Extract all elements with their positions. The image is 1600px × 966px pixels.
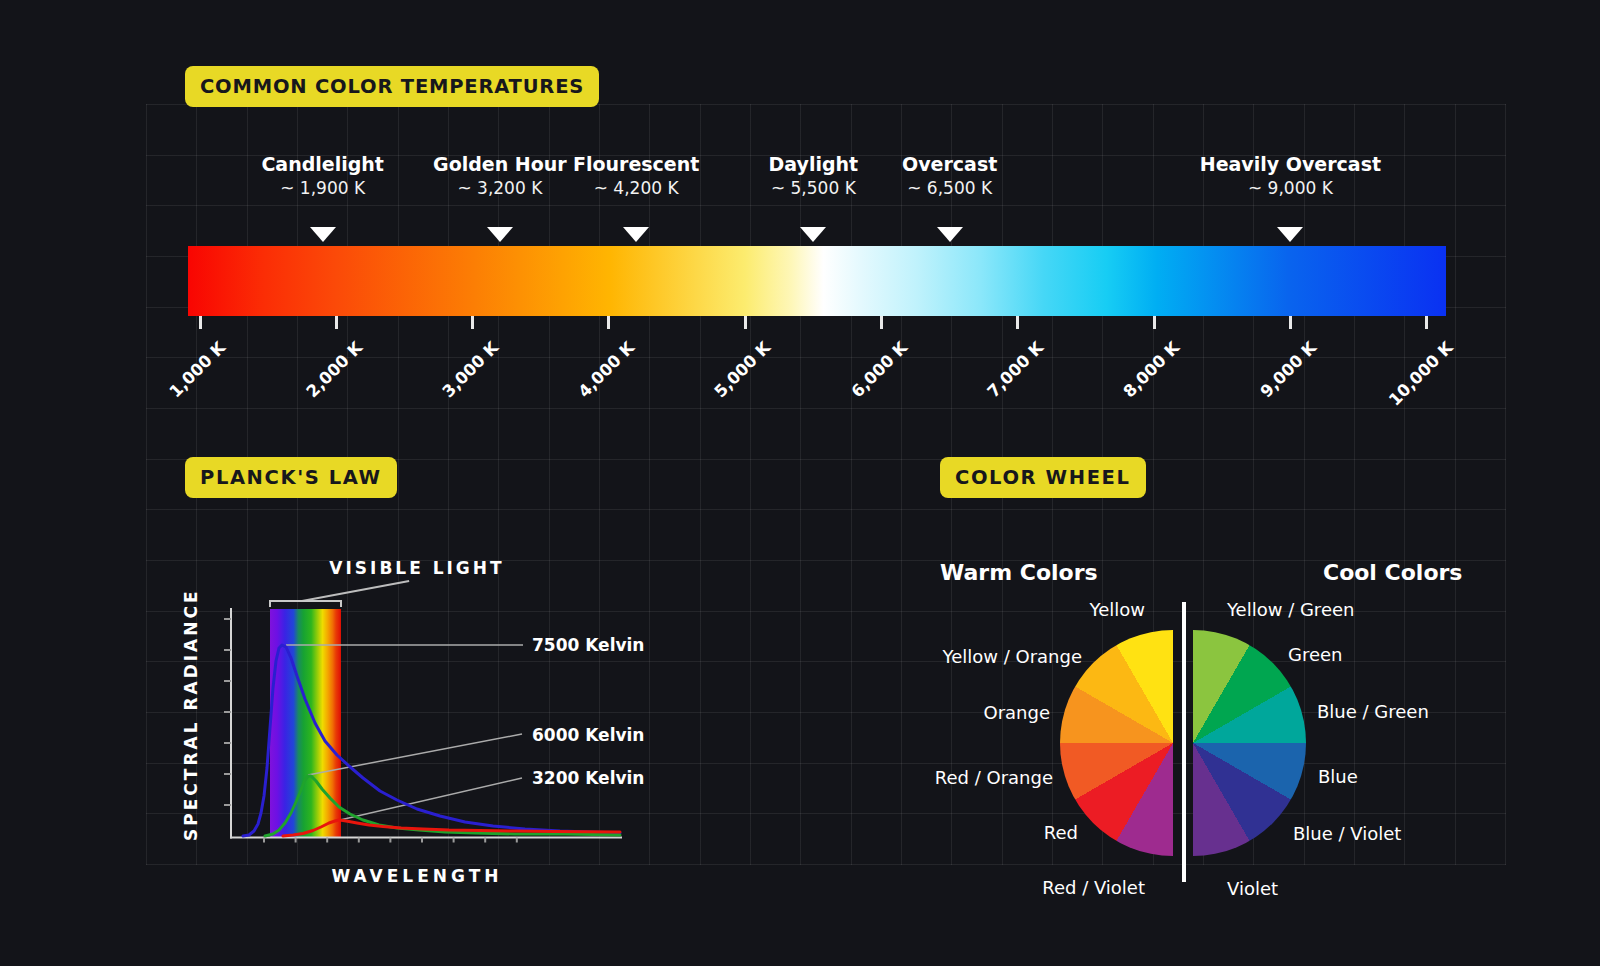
marker-triangle-icon xyxy=(310,227,336,242)
wheel-label-violet: Violet xyxy=(1227,877,1278,901)
wheel-label-red-orange: Red / Orange xyxy=(935,766,1053,790)
section-title-plancks-law: PLANCK'S LAW xyxy=(185,457,397,498)
kelvin-tick xyxy=(199,316,202,329)
marker-kelvin-value: ~ 9,000 K xyxy=(1170,177,1410,200)
marker-name: Heavily Overcast xyxy=(1170,151,1410,177)
kelvin-tick xyxy=(880,316,883,329)
wheel-label-blue: Blue xyxy=(1318,765,1358,789)
wheel-label-blue-green: Blue / Green xyxy=(1317,700,1429,724)
wheel-label-red: Red xyxy=(1044,821,1078,845)
temperature-marker: Overcast~ 6,500 K xyxy=(830,151,1070,200)
wheel-label-blue-violet: Blue / Violet xyxy=(1293,822,1401,846)
wheel-label-yellow: Yellow xyxy=(1090,598,1145,622)
curve-label-3200k: 3200 Kelvin xyxy=(532,767,644,789)
section-title-color-wheel: COLOR WHEEL xyxy=(940,457,1146,498)
kelvin-tick xyxy=(1425,316,1428,329)
kelvin-tick xyxy=(1016,316,1019,329)
kelvin-tick xyxy=(607,316,610,329)
wheel-label-green: Green xyxy=(1288,643,1343,667)
wheel-label-orange: Orange xyxy=(983,701,1050,725)
wheel-label-yellow-green: Yellow / Green xyxy=(1227,598,1354,622)
marker-name: Overcast xyxy=(830,151,1070,177)
kelvin-tick xyxy=(1153,316,1156,329)
wheel-label-red-violet: Red / Violet xyxy=(1042,876,1145,900)
section-title-color-temperatures: COMMON COLOR TEMPERATURES xyxy=(185,66,599,107)
kelvin-tick xyxy=(744,316,747,329)
marker-triangle-icon xyxy=(487,227,513,242)
curve-label-6000k: 6000 Kelvin xyxy=(532,724,644,746)
marker-triangle-icon xyxy=(937,227,963,242)
kelvin-tick xyxy=(1289,316,1292,329)
marker-triangle-icon xyxy=(1277,227,1303,242)
kelvin-tick xyxy=(335,316,338,329)
wheel-label-yellow-orange: Yellow / Orange xyxy=(943,645,1082,669)
cool-colors-heading: Cool Colors xyxy=(1323,560,1462,585)
kelvin-tick xyxy=(471,316,474,329)
marker-triangle-icon xyxy=(623,227,649,242)
warm-colors-heading: Warm Colors xyxy=(940,560,1098,585)
kelvin-gradient-bar xyxy=(188,246,1446,316)
temperature-marker: Heavily Overcast~ 9,000 K xyxy=(1170,151,1410,200)
marker-kelvin-value: ~ 6,500 K xyxy=(830,177,1070,200)
wheel-divider-line xyxy=(1182,602,1187,882)
x-axis-label: WAVELENGTH xyxy=(332,866,503,886)
visible-light-label: VISIBLE LIGHT xyxy=(329,558,504,578)
y-axis-label: SPECTRAL RADIANCE xyxy=(181,591,201,841)
marker-triangle-icon xyxy=(800,227,826,242)
curve-label-7500k: 7500 Kelvin xyxy=(532,634,644,656)
y-axis-ticks xyxy=(224,619,231,805)
